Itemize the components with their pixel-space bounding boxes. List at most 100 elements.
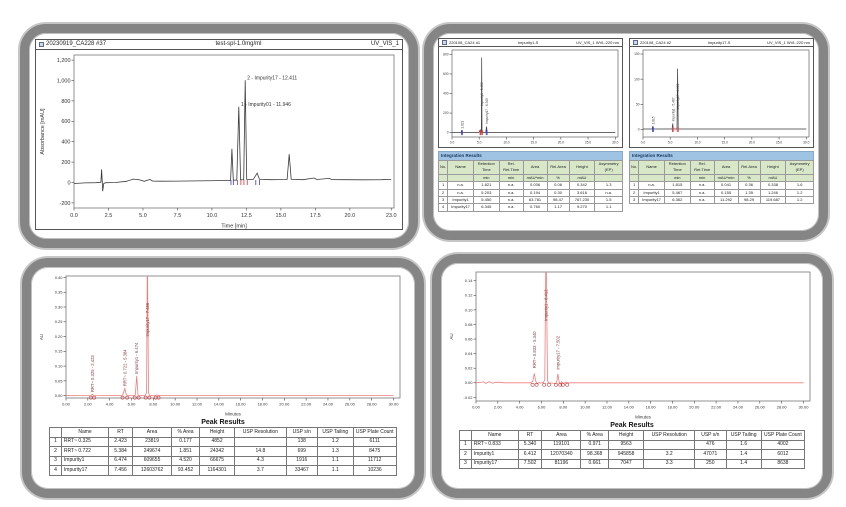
table-cell: n.a. <box>498 181 524 190</box>
table-row: 3 Impurity1 5.450 n.a. 63.781 98.47 767.230 1.5 <box>437 195 623 205</box>
chromatogram-plot-3: 0 50 100 150 0.0 5.0 10.0 15.0 20.0 25.0 30.0 1.815… <box>634 49 810 145</box>
chromatogram-header: 220108_CA24 #2 Impurity17-S UV_VIS_1 WVL… <box>630 39 813 47</box>
svg-text:0.10: 0.10 <box>55 363 64 368</box>
table-cell: 0.30 <box>546 188 570 197</box>
header-row: No. Name Retention Time Rel. Ret.Time Area Re… <box>628 160 814 175</box>
column-header <box>49 427 62 438</box>
table-cell: 4.520 <box>171 455 200 466</box>
column-header: Retention Time <box>472 160 500 175</box>
svg-text:8.00: 8.00 <box>149 402 158 407</box>
table-cell: 1.4 <box>725 458 762 469</box>
chromatogram-window-3: 220108_CA24 #2 Impurity17-S UV_VIS_1 WVL… <box>629 38 814 148</box>
chromatogram-icon <box>39 42 44 47</box>
svg-text:800: 800 <box>61 99 70 105</box>
svg-text:28.00: 28.00 <box>367 402 378 407</box>
table-cell: n.a. <box>594 188 623 197</box>
svg-text:0.0: 0.0 <box>450 141 455 145</box>
table-row: 2 Impurity1 5.467 n.a. 0.155 1.35 1.246 1.2 <box>628 188 814 197</box>
chromatogram-plot-1: -200 0 200 400 600 800 1,000 1,200 0.0 2.5 5.0 7.5 1… <box>40 54 397 230</box>
sample-name: test-spl-1.0mg/ml <box>215 41 262 47</box>
table-cell: 3 <box>459 458 472 469</box>
column-header: % <box>737 173 761 183</box>
table-cell: 5.467 <box>663 188 691 197</box>
svg-text:0.20: 0.20 <box>55 334 64 339</box>
svg-text:0.0: 0.0 <box>70 213 78 219</box>
channel-label: UV_VIS_1 WVL:220 nm <box>767 40 810 45</box>
svg-text:Impurity1 - 6.412: Impurity1 - 6.412 <box>543 289 548 321</box>
svg-text:0.00: 0.00 <box>465 380 474 385</box>
svg-text:0.30: 0.30 <box>55 304 64 309</box>
table-row: 4 Impurity17 6.345 n.a. 0.760 1.17 9.270 1.1 <box>437 203 623 212</box>
svg-text:AU: AU <box>39 334 44 340</box>
svg-text:14.00: 14.00 <box>624 405 635 410</box>
column-header: % Area <box>580 430 609 441</box>
sample-name: Impurity1-S <box>517 40 539 45</box>
table-row: 1 n.a. 1.821 n.a. 0.036 0.06 0.342 1.3 <box>437 181 623 190</box>
peak-results-table-container: Name RT Area% Area Height USP Resolution USP … <box>36 427 410 476</box>
table-cell: 4 <box>49 465 62 476</box>
table-cell: 5.384 <box>108 446 133 457</box>
table-cell: Impurity1 <box>638 188 665 197</box>
table-cell: Impurity17 <box>60 465 110 476</box>
svg-text:Minutes: Minutes <box>225 412 242 417</box>
svg-text:Impurity17 - 6.345: Impurity17 - 6.345 <box>485 98 489 124</box>
column-header: min <box>689 173 715 183</box>
table-cell: 1.2 <box>785 188 814 197</box>
table-row: 3 Impurity1 6.474 609655 4.520 66675 4.3 1916 1.… <box>49 455 397 466</box>
column-header <box>785 173 814 183</box>
svg-text:0.35: 0.35 <box>55 290 64 295</box>
svg-text:25.0: 25.0 <box>776 141 782 145</box>
svg-text:17.5: 17.5 <box>310 213 321 219</box>
svg-text:Time [min]: Time [min] <box>221 224 247 230</box>
svg-text:-200: -200 <box>59 201 70 207</box>
table-cell: 0.177 <box>171 436 200 447</box>
table-cell: 3.616 <box>568 188 596 197</box>
table-cell: 6.345 <box>472 203 500 212</box>
table-row: 3 Impurity17 6.362 n.a. 11.292 98.29 119.687 1.… <box>628 195 814 205</box>
svg-text:0.00: 0.00 <box>472 405 481 410</box>
table-cell: 4 <box>437 203 449 212</box>
table-cell: 14.8 <box>234 446 287 457</box>
table-cell: 1.1 <box>317 465 354 476</box>
table-cell: 119101 <box>541 439 582 450</box>
column-header <box>638 173 665 183</box>
svg-text:7.5: 7.5 <box>174 213 182 219</box>
table-cell: 5.203 <box>472 188 500 197</box>
table-cell: 1.2 <box>785 195 814 205</box>
table-row: 2 RRT~ 0.722 5.384 249674 1.851 24342 14.8 699 1… <box>49 446 397 457</box>
svg-text:1.815: 1.815 <box>651 116 655 124</box>
table-cell: 0.194 <box>522 188 548 197</box>
table-cell: 1.4 <box>725 449 762 460</box>
header-row: Name RT Area% Area Height USP Resolution USP … <box>459 430 805 441</box>
svg-text:12.00: 12.00 <box>192 402 203 407</box>
svg-text:6.00: 6.00 <box>128 402 137 407</box>
svg-text:Impurity17 - 7.456: Impurity17 - 7.456 <box>145 302 150 336</box>
table-cell: 0.661 <box>580 458 609 469</box>
table-cell: 1.3 <box>594 181 623 190</box>
svg-text:0.10: 0.10 <box>465 307 474 312</box>
table-cell: 0.338 <box>759 181 787 190</box>
svg-text:25.0: 25.0 <box>585 141 591 145</box>
integration-results-title: Integration Results <box>629 151 814 160</box>
table-cell: 4.3 <box>234 455 287 466</box>
column-header: No. <box>628 160 640 175</box>
svg-text:800: 800 <box>443 53 449 57</box>
column-header: Height <box>607 430 645 441</box>
svg-text:0: 0 <box>67 180 70 186</box>
table-cell: 7047 <box>607 458 645 469</box>
table-cell: 476 <box>694 439 727 450</box>
table-cell: 3 <box>49 455 62 466</box>
column-header: USP Resolution <box>234 427 287 438</box>
svg-text:1,200: 1,200 <box>57 58 71 64</box>
table-cell: 7.456 <box>108 465 133 476</box>
table-cell: 1.246 <box>759 188 787 197</box>
table-cell: n.a. <box>447 181 474 190</box>
table-cell: 1.17 <box>546 203 570 212</box>
table-cell: Impurity17 <box>470 458 519 469</box>
column-header: No. <box>437 160 449 175</box>
table-cell: 119.687 <box>759 195 787 205</box>
table-cell: 2 <box>628 188 640 197</box>
table-cell: n.a. <box>689 181 715 190</box>
column-header: min <box>472 173 500 183</box>
column-header: Asymmetry (EP) <box>594 160 623 175</box>
